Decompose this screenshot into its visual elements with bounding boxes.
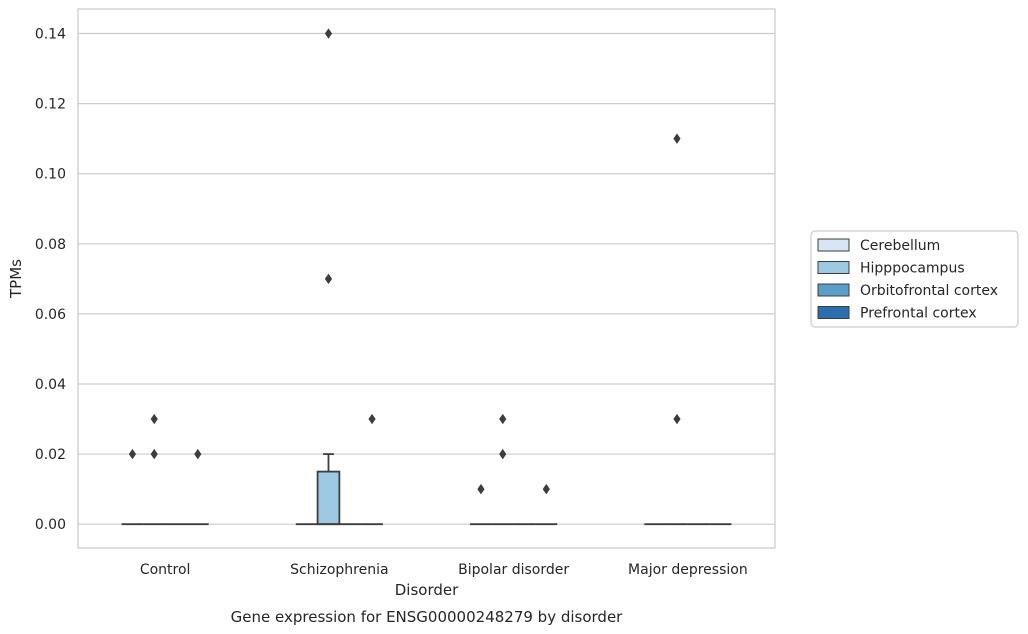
y-tick-label: 0.06 — [35, 307, 66, 323]
legend-entry: Orbitofrontal cortex — [860, 283, 998, 299]
outlier-point — [499, 413, 507, 425]
outlier-point — [150, 448, 158, 460]
box-prefrontal-cortex — [535, 483, 558, 526]
legend-swatch — [817, 306, 850, 319]
box-hipppocampus — [143, 413, 166, 526]
box-hipppocampus — [666, 133, 688, 526]
legend-entry: Hipppocampus — [860, 261, 965, 277]
legend-frame — [810, 230, 1019, 328]
outlier-point — [324, 28, 333, 39]
legend-entry: Cerebellum — [860, 238, 940, 254]
legend-entry: Prefrontal cortex — [860, 306, 977, 322]
outlier-point — [368, 413, 376, 425]
y-tick-label: 0.12 — [35, 97, 66, 113]
y-axis-label: TPMs — [7, 259, 25, 299]
legend-swatch — [817, 238, 850, 252]
y-tick-labels: 0.00 0.02 0.04 0.06 0.08 0.10 0.12 0.14 — [35, 27, 66, 534]
outlier-point — [477, 483, 485, 495]
y-tick-label: 0.14 — [35, 27, 66, 43]
outlier-point — [673, 133, 681, 144]
box-body — [316, 470, 341, 526]
box-groups — [121, 28, 732, 526]
legend: Cerebellum Hipppocampus Orbitofrontal cort… — [810, 230, 1019, 328]
x-axis-label: Disorder — [395, 581, 459, 599]
x-tick-label: Control — [140, 562, 191, 578]
x-tick-label: Bipolar disorder — [458, 562, 569, 578]
box-cerebellum — [121, 448, 144, 526]
outlier-point — [499, 448, 507, 460]
box-hipppocampus — [491, 413, 514, 526]
outlier-point — [324, 273, 333, 285]
y-tick-label: 0.00 — [35, 517, 66, 533]
outlier-point — [150, 413, 158, 425]
box-cerebellum — [470, 483, 492, 526]
y-tick-label: 0.10 — [35, 167, 66, 183]
box-prefrontal-cortex — [186, 448, 209, 526]
outlier-point — [128, 448, 137, 460]
outlier-point — [542, 483, 550, 495]
legend-swatch — [817, 283, 850, 297]
y-tick-label: 0.04 — [35, 377, 66, 393]
box-hipppocampus — [316, 28, 341, 526]
x-tick-labels: Control Schizophrenia Bipolar disorder Majo… — [140, 562, 748, 578]
box-prefrontal-cortex — [361, 413, 383, 526]
y-tick-label: 0.02 — [35, 447, 66, 463]
outlier-point — [673, 413, 681, 425]
legend-swatch — [817, 261, 850, 274]
chart-caption: Gene expression for ENSG00000248279 by d… — [231, 608, 624, 626]
plot-area-frame — [77, 8, 776, 549]
x-tick-label: Schizophrenia — [290, 562, 388, 578]
x-tick-label: Major depression — [628, 562, 748, 578]
y-tick-label: 0.08 — [35, 237, 66, 253]
outlier-point — [194, 448, 202, 460]
